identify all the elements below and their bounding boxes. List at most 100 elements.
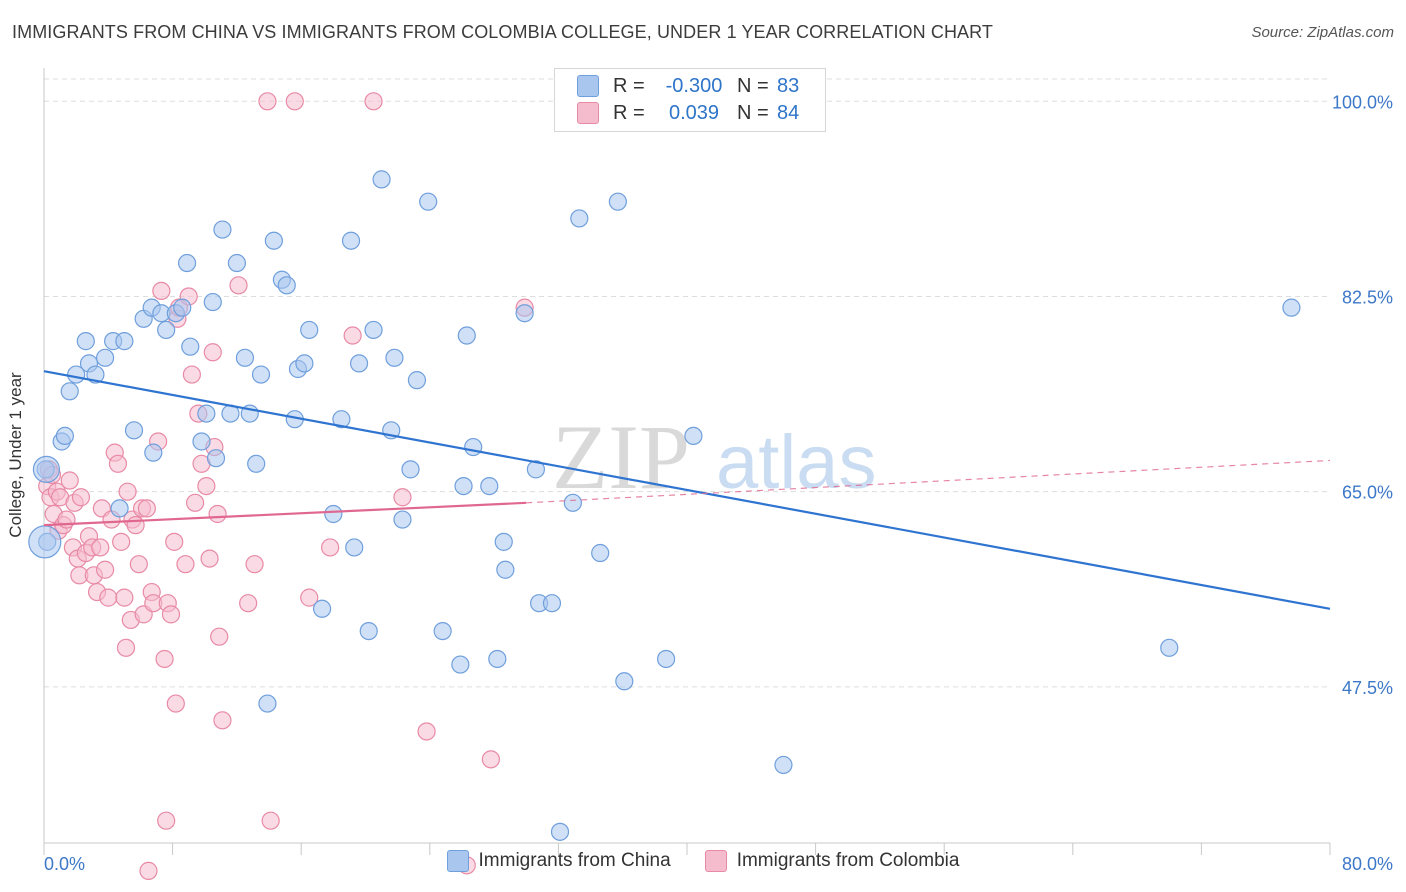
china-point bbox=[197, 404, 216, 423]
china-point bbox=[332, 410, 351, 429]
stats-row-colombia: R = 0.039 N = 84 bbox=[577, 100, 799, 126]
china-point bbox=[115, 332, 134, 351]
colombia-point bbox=[155, 649, 174, 669]
x-tick-label: 0.0% bbox=[44, 854, 85, 874]
r-value-china: -0.300 bbox=[665, 74, 723, 97]
colombia-point bbox=[186, 493, 205, 512]
colombia-point bbox=[300, 588, 319, 607]
r-label: R = bbox=[613, 101, 645, 124]
colombia-point bbox=[166, 694, 185, 713]
china-point bbox=[591, 543, 610, 563]
china-point bbox=[526, 460, 545, 479]
n-label: N = bbox=[737, 74, 769, 97]
colombia-point bbox=[165, 532, 184, 551]
china-point bbox=[206, 449, 226, 468]
china-point bbox=[1160, 638, 1179, 657]
y-tick-label: 47.5% bbox=[1342, 678, 1393, 698]
china-point bbox=[372, 170, 391, 189]
colombia-point bbox=[200, 549, 219, 568]
colombia-swatch bbox=[577, 102, 599, 124]
china-point bbox=[550, 822, 570, 841]
stats-row-china: R = -0.300 N = 83 bbox=[577, 73, 799, 99]
colombia-point bbox=[137, 499, 156, 518]
china-point bbox=[173, 298, 192, 317]
colombia-point bbox=[417, 722, 436, 741]
china-point bbox=[570, 209, 589, 228]
china-point bbox=[177, 253, 197, 273]
colombia-point bbox=[157, 811, 176, 830]
colombia-point bbox=[261, 811, 280, 830]
china-point bbox=[401, 460, 420, 479]
colombia-point bbox=[364, 92, 383, 111]
colombia-point bbox=[57, 510, 76, 529]
china-point bbox=[657, 649, 676, 669]
colombia-point bbox=[239, 594, 258, 613]
colombia-point bbox=[481, 750, 500, 769]
n-value-china: 83 bbox=[777, 74, 800, 97]
china-point bbox=[28, 525, 62, 559]
china-point bbox=[515, 304, 534, 323]
y-tick-label: 82.5% bbox=[1342, 287, 1393, 307]
china-point bbox=[345, 538, 364, 557]
china-point bbox=[247, 454, 266, 473]
legend-label-china: Immigrants from China bbox=[478, 850, 671, 871]
china-point bbox=[419, 192, 438, 211]
colombia-point bbox=[258, 92, 277, 111]
y-tick-label: 100.0% bbox=[1332, 92, 1393, 112]
china-point bbox=[341, 231, 361, 250]
chart-title: IMMIGRANTS FROM CHINA VS IMMIGRANTS FROM… bbox=[12, 22, 994, 42]
legend-label-colombia: Immigrants from Colombia bbox=[736, 850, 960, 871]
colombia-point bbox=[393, 488, 412, 507]
china-point bbox=[76, 332, 95, 351]
colombia-point bbox=[210, 627, 229, 646]
china-point bbox=[451, 655, 470, 674]
china-point bbox=[144, 443, 163, 462]
china-point bbox=[494, 532, 513, 551]
colombia-point bbox=[161, 605, 181, 624]
china-point bbox=[407, 371, 427, 390]
china-point bbox=[258, 694, 277, 713]
china-point bbox=[213, 220, 232, 239]
colombia-point bbox=[71, 488, 91, 507]
china-point bbox=[181, 337, 200, 356]
china-point bbox=[124, 421, 144, 440]
y-tick-label: 65.0% bbox=[1342, 483, 1393, 503]
trend-lines bbox=[43, 370, 1331, 610]
china-point bbox=[364, 320, 383, 340]
colombia-point bbox=[245, 555, 264, 574]
colombia-point bbox=[229, 276, 248, 295]
watermark-zip: ZIP bbox=[552, 406, 690, 508]
china-point bbox=[295, 354, 314, 373]
china-point bbox=[110, 499, 129, 518]
colombia-point bbox=[108, 454, 128, 473]
china-point bbox=[264, 231, 283, 250]
colombia-point bbox=[176, 555, 195, 574]
colombia-point bbox=[126, 516, 145, 535]
legend-item-colombia[interactable]: Immigrants from Colombia bbox=[704, 850, 960, 872]
china-point bbox=[349, 354, 369, 373]
china-point bbox=[300, 320, 319, 340]
china-point bbox=[457, 326, 476, 345]
china-point bbox=[433, 621, 452, 641]
china-point bbox=[542, 594, 562, 613]
colombia-point bbox=[285, 92, 304, 111]
data-points bbox=[28, 92, 1301, 880]
colombia-point bbox=[99, 588, 118, 607]
colombia-swatch bbox=[704, 850, 727, 872]
colombia-point bbox=[116, 638, 136, 657]
china-point bbox=[157, 320, 176, 340]
china-point bbox=[488, 649, 507, 669]
legend-item-china[interactable]: Immigrants from China bbox=[446, 850, 671, 872]
source-credit: Source: ZipAtlas.com bbox=[1251, 24, 1394, 41]
china-point bbox=[496, 560, 515, 579]
china-point bbox=[615, 672, 634, 691]
china-point bbox=[393, 510, 412, 529]
watermark: ZIP atlas bbox=[552, 406, 877, 508]
colombia-point bbox=[197, 476, 216, 496]
china-point bbox=[235, 348, 255, 367]
china-point bbox=[563, 493, 582, 512]
china-point bbox=[684, 426, 703, 446]
colombia-point bbox=[91, 538, 110, 557]
colombia-point bbox=[115, 588, 134, 607]
china-point bbox=[95, 348, 115, 367]
